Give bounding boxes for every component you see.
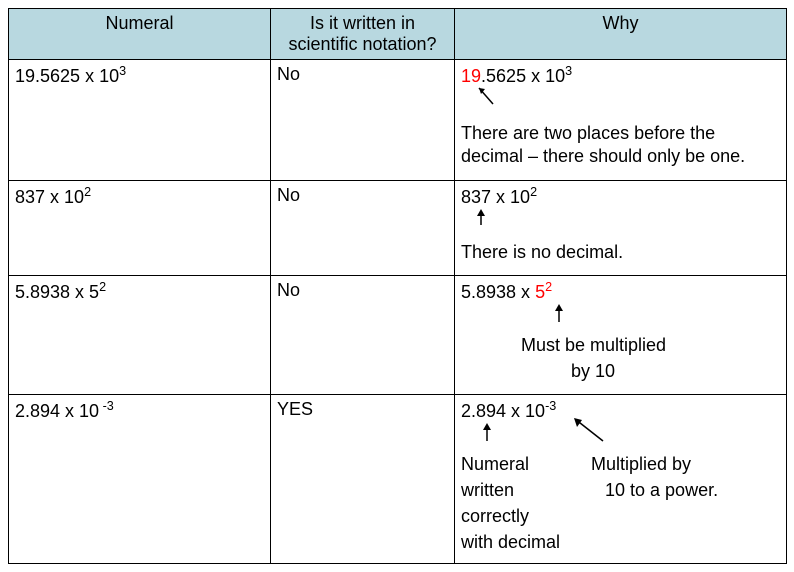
cell-numeral: 2.894 x 10 -3	[9, 395, 271, 564]
why-exp: 3	[565, 64, 572, 78]
cell-why: 19.5625 x 103 There are two places befor…	[455, 60, 787, 181]
why-explain: There is no decimal.	[461, 241, 623, 264]
why-text: 2.894 x 10	[461, 401, 545, 421]
cell-why: 2.894 x 10-3 Numeral written correctly w…	[455, 395, 787, 564]
cell-answer: No	[271, 181, 455, 276]
why-text: 5.8938 x	[461, 282, 535, 302]
arrow-up-icon	[479, 421, 495, 443]
numeral-exp: 3	[119, 64, 126, 78]
cell-answer: YES	[271, 395, 455, 564]
why-right-1: Multiplied by	[591, 453, 691, 476]
table-row: 5.8938 x 52 No 5.8938 x 52 Must be multi…	[9, 276, 787, 395]
cell-numeral: 19.5625 x 103	[9, 60, 271, 181]
header-numeral: Numeral	[9, 9, 271, 60]
why-left-3: correctly	[461, 505, 529, 528]
table-row: 2.894 x 10 -3 YES 2.894 x 10-3	[9, 395, 787, 564]
why-explain: There are two places before the decimal …	[461, 122, 781, 167]
arrow-up-icon	[473, 207, 489, 227]
cell-numeral: 837 x 102	[9, 181, 271, 276]
why-highlight: 5	[535, 282, 545, 302]
numeral-base: 19.5625 x 10	[15, 66, 119, 86]
why-exp: 2	[545, 280, 552, 294]
why-rest: .5625 x 10	[481, 66, 565, 86]
why-left-2: written	[461, 479, 514, 502]
cell-answer: No	[271, 60, 455, 181]
header-sci: Is it written in scientific notation?	[271, 9, 455, 60]
why-explain-2: by 10	[571, 360, 615, 383]
numeral-exp: 2	[84, 185, 91, 199]
why-right-2: 10 to a power.	[605, 479, 718, 502]
table-header-row: Numeral Is it written in scientific nota…	[9, 9, 787, 60]
why-left-4: with decimal	[461, 531, 560, 554]
why-text: 837 x 10	[461, 187, 530, 207]
table-row: 837 x 102 No 837 x 102 There is no decim…	[9, 181, 787, 276]
header-why: Why	[455, 9, 787, 60]
scientific-notation-table: Numeral Is it written in scientific nota…	[8, 8, 787, 564]
arrow-up-left-icon	[569, 415, 609, 445]
why-highlight: 19	[461, 66, 481, 86]
numeral-exp: 2	[99, 280, 106, 294]
arrow-up-icon	[551, 302, 567, 324]
numeral-base: 5.8938 x 5	[15, 282, 99, 302]
cell-why: 837 x 102 There is no decimal.	[455, 181, 787, 276]
cell-numeral: 5.8938 x 52	[9, 276, 271, 395]
numeral-base: 2.894 x 10	[15, 401, 99, 421]
why-explain-1: Must be multiplied	[521, 334, 666, 357]
why-exp: -3	[545, 399, 556, 413]
table-row: 19.5625 x 103 No 19.5625 x 103 There are…	[9, 60, 787, 181]
why-exp: 2	[530, 185, 537, 199]
numeral-exp: -3	[99, 399, 114, 413]
cell-answer: No	[271, 276, 455, 395]
why-left-1: Numeral	[461, 453, 529, 476]
numeral-base: 837 x 10	[15, 187, 84, 207]
arrow-up-left-icon	[475, 84, 499, 108]
cell-why: 5.8938 x 52 Must be multiplied by 10	[455, 276, 787, 395]
